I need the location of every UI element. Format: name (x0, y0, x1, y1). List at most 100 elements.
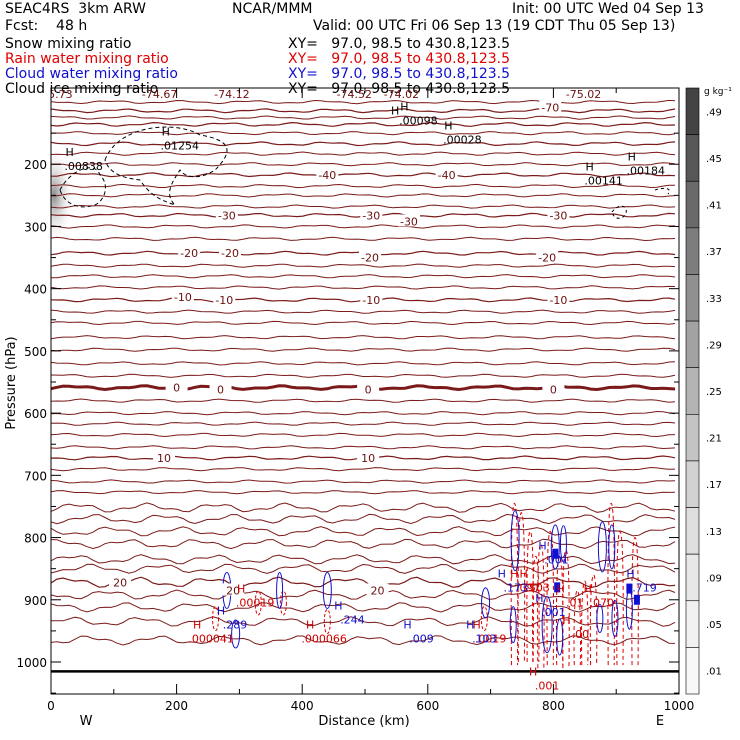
rain-contour (562, 549, 570, 669)
cloud-water-max-value: .719 (632, 581, 657, 594)
snow-max-value: .00184 (626, 164, 665, 177)
contour-label-bg (109, 575, 132, 588)
rain-max-marker: H (237, 582, 245, 595)
snow-max-marker: H (628, 150, 636, 163)
colorbar-swatch (685, 134, 700, 182)
rain-max-marker: H (557, 582, 565, 595)
y-tick-label: 700 (24, 469, 47, 483)
temperature-contour (51, 193, 676, 198)
top-temperature-label: -75.02 (566, 88, 601, 101)
contour-label: 0 (550, 383, 557, 396)
cloud-water-max-marker: H (334, 600, 342, 613)
cloud-water-max-marker: H (538, 539, 546, 552)
snow-max-marker: H (585, 160, 593, 173)
x-tick-label: 800 (542, 699, 565, 713)
contour-label: -10 (174, 291, 192, 304)
cloud-water-max-value: .244 (340, 614, 365, 627)
snow-max-marker: H (444, 119, 452, 132)
top-temperature-label: -74.02 (384, 88, 419, 101)
colorbar-label: .01 (706, 667, 722, 678)
contour-label: -20 (538, 252, 556, 265)
cloud-water-max-value: .173 (503, 581, 528, 594)
temperature-contour (51, 538, 676, 550)
colorbar-swatch (685, 647, 700, 695)
temperature-contour (51, 224, 676, 229)
cloud-water-contour (597, 521, 607, 573)
colorbar-swatch (685, 274, 700, 322)
contour-label-bg (171, 289, 194, 302)
temperature-contour (51, 466, 676, 472)
colorbar-swatch (685, 507, 700, 555)
temperature-contour (51, 513, 676, 525)
y-tick-label: 400 (24, 283, 47, 297)
temperature-contour (51, 421, 676, 426)
rain-max-marker: H (584, 582, 592, 595)
field-name-cloud-water: Cloud water mixing ratio (5, 66, 178, 82)
temperature-contour (51, 398, 676, 403)
contour-label: 20 (371, 584, 385, 597)
temperature-contour (51, 563, 676, 574)
colorbar-swatch (685, 180, 700, 229)
x-tick-label: 200 (165, 699, 188, 713)
cloud-ice-contour (654, 187, 670, 195)
snow-max-marker: H (162, 126, 170, 139)
contour-label: 0 (217, 383, 224, 396)
x-axis-east-label: E (656, 714, 664, 729)
colorbar-label: .33 (706, 294, 722, 305)
temperature-contour (51, 320, 676, 326)
snow-max-value: .01254 (160, 140, 199, 153)
temperature-contour (51, 309, 676, 314)
cloud-water-max-marker: H (466, 618, 474, 631)
temperature-contour (51, 490, 676, 495)
top-temperature-label: -74.67 (142, 88, 177, 101)
cloud-water-max-value: .103 (472, 632, 497, 645)
cloud-water-core (554, 582, 561, 593)
cloud-water-core (626, 583, 633, 594)
experiment-title: SEAC4RS 3km ARW (5, 1, 146, 17)
contour-label: -70 (541, 102, 559, 115)
cloud-water-contour (596, 603, 604, 633)
contour-label-bg (539, 100, 562, 113)
rain-max-value: .01 (566, 596, 584, 609)
contour-label: -10 (549, 294, 567, 307)
rain-max-value: .000041 (188, 632, 234, 645)
field-name-rain: Rain water mixing ratio (5, 51, 169, 67)
temperature-contour (51, 131, 676, 136)
cloud-water-core (552, 548, 559, 559)
cloud-water-max-value: .001 (541, 606, 566, 619)
rain-max-value: .000066 (301, 632, 347, 645)
contour-label: -30 (400, 215, 418, 228)
colorbar-swatch (685, 87, 700, 135)
contour-label: -10 (215, 294, 233, 307)
x-tick-label: 400 (291, 699, 314, 713)
contour-label-bg (316, 167, 339, 180)
temperature-contour (51, 576, 676, 589)
contour-label-bg (165, 380, 188, 393)
init-time: Init: 00 UTC Wed 04 Sep 13 (512, 1, 704, 17)
top-temperature-label: -74.52 (337, 88, 372, 101)
contour-label: 20 (113, 576, 127, 589)
temperature-contour (51, 263, 676, 268)
forecast-hour: Fcst: 48 h (5, 18, 88, 34)
temperature-contour (51, 526, 676, 537)
rain-contour (510, 502, 519, 666)
contour-label-bg (360, 292, 383, 305)
contour-label: 20 (226, 584, 240, 597)
y-tick-label: 1000 (16, 656, 47, 670)
temperature-contour (51, 162, 676, 167)
rain-contour (212, 605, 220, 631)
contour-label-bg (542, 382, 565, 395)
colorbar-swatch (685, 553, 700, 602)
cloud-water-contour (559, 525, 567, 563)
rain-max-marker: H (562, 614, 570, 627)
colorbar-label: .09 (706, 573, 722, 584)
y-axis-title: Pressure (hPa) (4, 336, 19, 429)
field-xy-cloud-ice: XY= 97.0, 98.5 to 430.8,123.5 (288, 81, 511, 97)
cloud-water-max-value: .289 (223, 619, 248, 632)
temperature-contour (51, 121, 676, 127)
snow-max-value: .00838 (64, 160, 103, 173)
rain-contour (323, 609, 331, 635)
contour-label-bg (357, 450, 380, 463)
cloud-water-max-value: .001 (544, 553, 569, 566)
temperature-contour (51, 635, 676, 646)
